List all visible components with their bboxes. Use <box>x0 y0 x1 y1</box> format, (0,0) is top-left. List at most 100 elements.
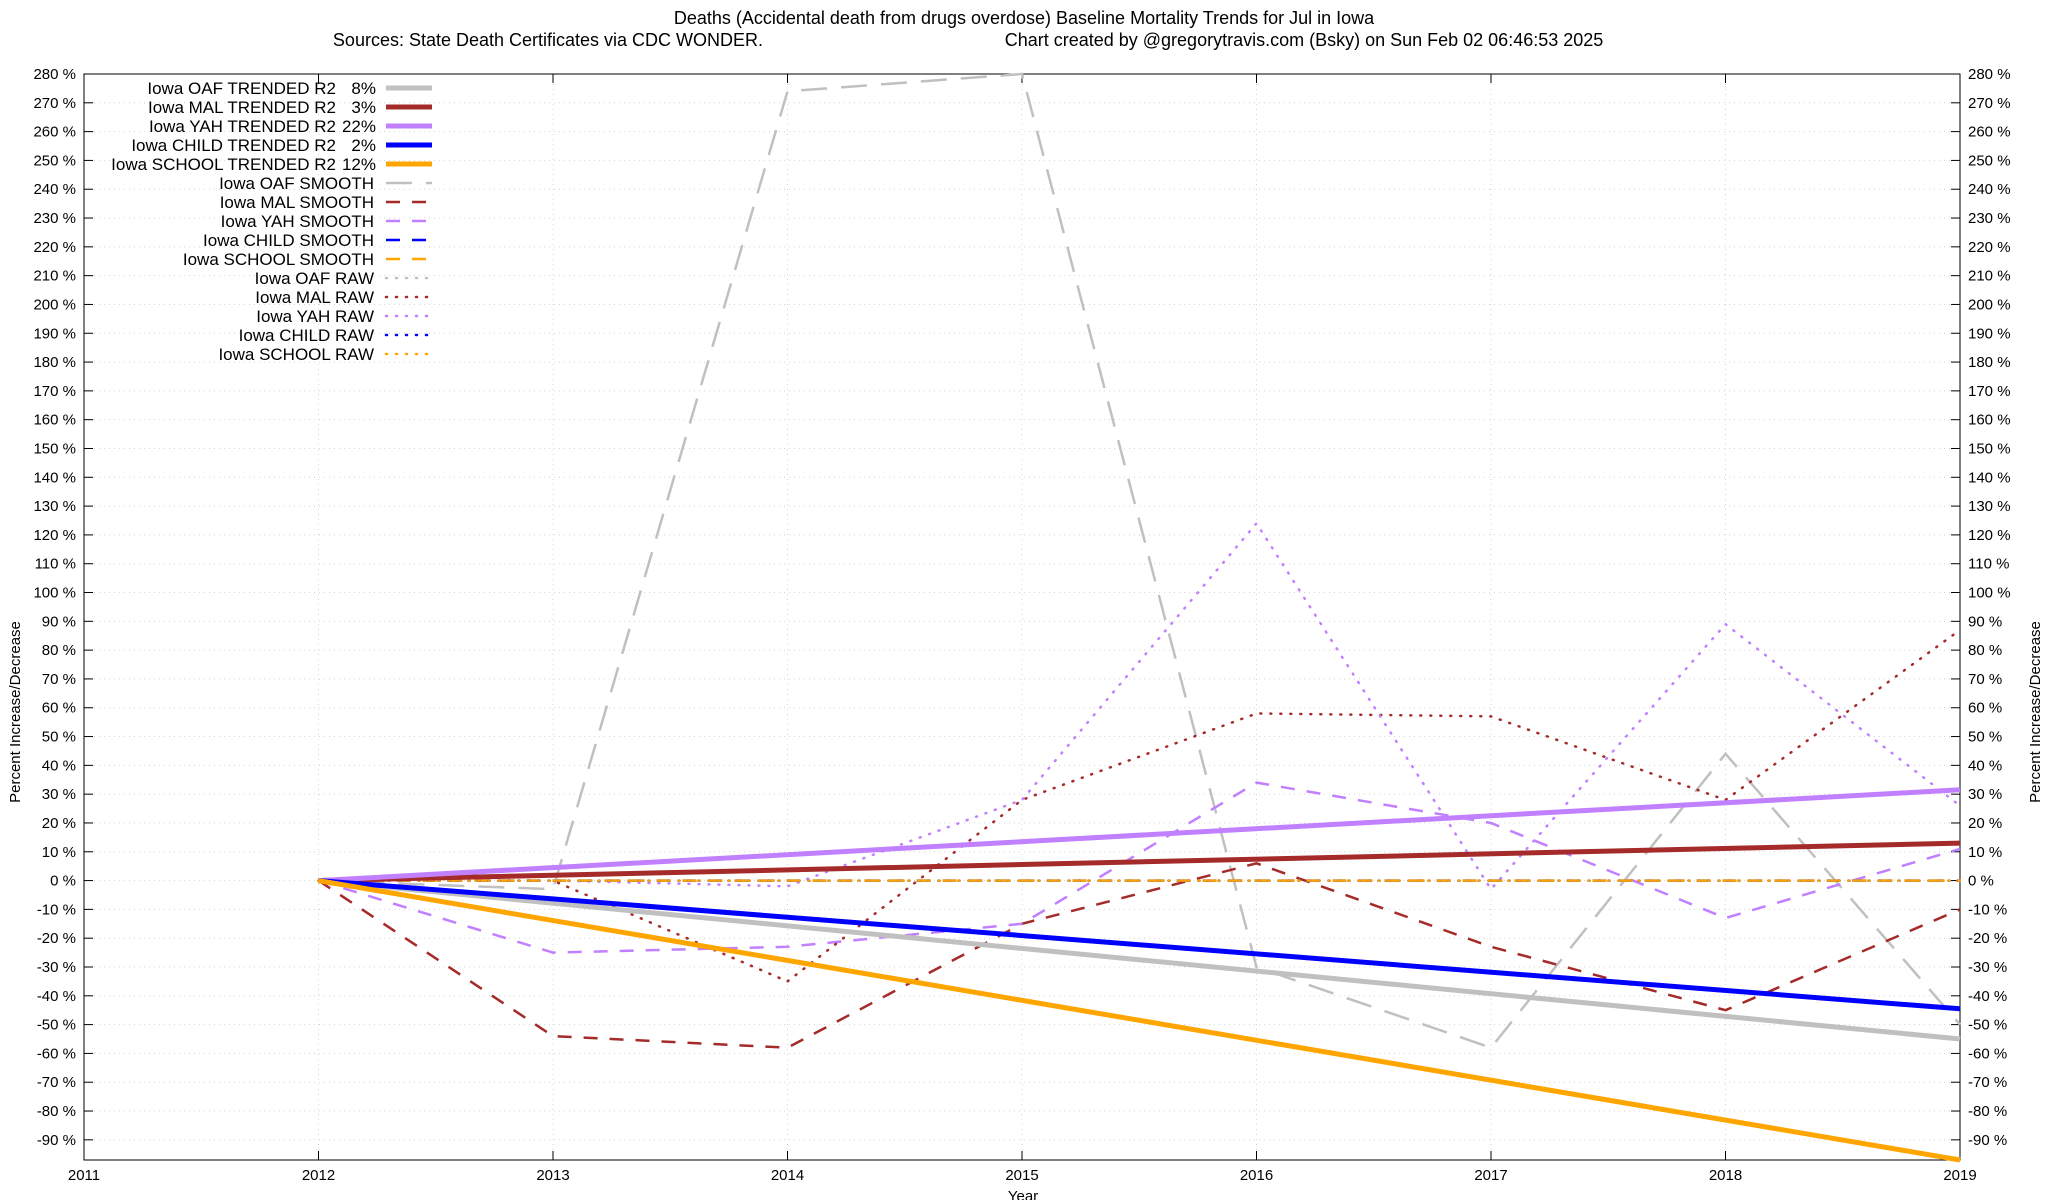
y-tick-label-right: 0 % <box>1968 873 1994 890</box>
y-tick-label-right: -40 % <box>1968 988 2007 1005</box>
y-tick-label-right: 140 % <box>1968 469 2011 486</box>
y-tick-label-right: 210 % <box>1968 268 2011 285</box>
y-tick-label-left: 80 % <box>42 642 76 659</box>
y-tick-label-right: 200 % <box>1968 296 2011 313</box>
y-tick-label-left: -90 % <box>37 1132 76 1149</box>
ticks: 280 % 280 % 270 % 270 % 260 % 260 % 250 % 250 %… <box>33 66 2010 1184</box>
x-tick-label: 2014 <box>771 1167 804 1184</box>
series-line-iowa-yah-smooth <box>318 781 1961 954</box>
x-tick-label: 2016 <box>1240 1167 1273 1184</box>
legend-r2-iowa-school-trended-r2: 12% <box>342 155 376 174</box>
y-tick-label-right: 30 % <box>1968 786 2002 803</box>
y-tick-label-right: 220 % <box>1968 239 2011 256</box>
series-line-iowa-mal-smooth <box>317 861 1961 1049</box>
y-tick-label-left: 40 % <box>42 757 76 774</box>
y-tick-label-left: 60 % <box>42 700 76 717</box>
y-tick-label-left: 10 % <box>42 844 76 861</box>
legend-label-iowa-oaf-raw: Iowa OAF RAW <box>255 269 374 288</box>
chart-subtitle-credit: Chart created by @gregorytravis.com (Bsk… <box>1005 30 1604 50</box>
y-tick-label-right: -30 % <box>1968 959 2007 976</box>
y-tick-label-right: -50 % <box>1968 1017 2007 1034</box>
legend-label-iowa-school-smooth: Iowa SCHOOL SMOOTH <box>183 250 374 269</box>
y-tick-label-right: -90 % <box>1968 1132 2007 1149</box>
y-tick-label-right: -20 % <box>1968 930 2007 947</box>
legend-label-iowa-child-raw: Iowa CHILD RAW <box>239 326 374 345</box>
y-tick-label-right: 20 % <box>1968 815 2002 832</box>
y-axis-label-left: Percent Increase/Decrease <box>7 621 24 803</box>
y-tick-label-right: 60 % <box>1968 700 2002 717</box>
y-tick-label-left: -30 % <box>37 959 76 976</box>
y-tick-label-right: 240 % <box>1968 181 2011 198</box>
legend-r2-iowa-oaf-trended-r2: 8% <box>351 79 376 98</box>
series-line-iowa-yah-trended-r2 <box>318 787 1961 884</box>
y-tick-label-right: 110 % <box>1968 556 2009 573</box>
series <box>317 72 1962 1163</box>
y-tick-label-left: -20 % <box>37 930 76 947</box>
y-tick-label-right: 250 % <box>1968 152 2011 169</box>
x-tick-label: 2018 <box>1709 1167 1742 1184</box>
y-tick-label-left: 70 % <box>42 671 76 688</box>
y-tick-label-right: 150 % <box>1968 440 2011 457</box>
chart-title: Deaths (Accidental death from drugs over… <box>674 8 1375 28</box>
series-line-iowa-school-trended-r2 <box>318 878 1961 1163</box>
y-tick-label-left: 230 % <box>33 210 76 227</box>
x-tick-label: 2011 <box>68 1167 100 1184</box>
y-tick-label-left: 90 % <box>42 613 76 630</box>
y-tick-label-left: 250 % <box>33 152 76 169</box>
legend-label-iowa-yah-raw: Iowa YAH RAW <box>256 307 374 326</box>
y-tick-label-left: 180 % <box>33 354 76 371</box>
x-tick-label: 2012 <box>302 1167 335 1184</box>
legend-label-iowa-mal-raw: Iowa MAL RAW <box>255 288 374 307</box>
y-tick-label-left: 130 % <box>33 498 76 515</box>
legend-r2-iowa-child-trended-r2: 2% <box>351 136 376 155</box>
y-tick-label-left: 20 % <box>42 815 76 832</box>
y-tick-label-left: 100 % <box>33 585 76 602</box>
y-tick-label-left: -60 % <box>37 1045 76 1062</box>
y-tick-label-right: 40 % <box>1968 757 2002 774</box>
legend-label-iowa-school-trended-r2: Iowa SCHOOL TRENDED R2 <box>111 155 336 174</box>
y-tick-label-right: 160 % <box>1968 412 2011 429</box>
y-tick-label-right: 270 % <box>1968 95 2011 112</box>
series-line-iowa-child-trended-r2 <box>318 878 1961 1012</box>
x-axis-label: Year <box>1008 1188 1038 1200</box>
legend-label-iowa-oaf-trended-r2: Iowa OAF TRENDED R2 <box>147 79 336 98</box>
series-line-iowa-mal-raw <box>317 628 1962 983</box>
y-tick-label-left: 260 % <box>33 124 76 141</box>
y-tick-label-left: 150 % <box>33 440 76 457</box>
legend: Iowa OAF TRENDED R2 8% Iowa MAL TRENDED R2… <box>111 79 434 364</box>
legend-label-iowa-yah-smooth: Iowa YAH SMOOTH <box>221 212 374 231</box>
y-tick-label-left: 30 % <box>42 786 76 803</box>
y-tick-label-left: 240 % <box>33 181 76 198</box>
y-tick-label-right: -60 % <box>1968 1045 2007 1062</box>
y-tick-label-left: 50 % <box>42 729 76 746</box>
series-line-iowa-yah-raw <box>317 521 1962 892</box>
legend-label-iowa-oaf-smooth: Iowa OAF SMOOTH <box>219 174 374 193</box>
y-tick-label-left: 200 % <box>33 296 76 313</box>
y-tick-label-right: 130 % <box>1968 498 2011 515</box>
legend-label-iowa-mal-trended-r2: Iowa MAL TRENDED R2 <box>148 98 336 117</box>
y-tick-label-left: 140 % <box>33 469 76 486</box>
y-tick-label-right: -70 % <box>1968 1074 2007 1091</box>
y-tick-label-left: -10 % <box>37 901 76 918</box>
legend-label-iowa-yah-trended-r2: Iowa YAH TRENDED R2 <box>149 117 336 136</box>
y-tick-label-left: -70 % <box>37 1074 76 1091</box>
y-tick-label-left: 220 % <box>33 239 76 256</box>
y-tick-label-right: 280 % <box>1968 66 2011 83</box>
y-tick-label-right: -80 % <box>1968 1103 2007 1120</box>
y-tick-label-right: 90 % <box>1968 613 2002 630</box>
y-tick-label-right: 10 % <box>1968 844 2002 861</box>
y-tick-label-right: 50 % <box>1968 729 2002 746</box>
y-axis-label-right: Percent Increase/Decrease <box>2027 621 2044 803</box>
y-tick-label-right: 170 % <box>1968 383 2011 400</box>
y-tick-label-right: 260 % <box>1968 124 2011 141</box>
y-tick-label-left: 170 % <box>33 383 76 400</box>
chart-subtitle-sources: Sources: State Death Certificates via CD… <box>333 30 763 50</box>
x-tick-label: 2019 <box>1943 1167 1976 1184</box>
y-tick-label-left: 120 % <box>33 527 76 544</box>
legend-label-iowa-child-smooth: Iowa CHILD SMOOTH <box>203 231 374 250</box>
legend-label-iowa-mal-smooth: Iowa MAL SMOOTH <box>220 193 374 212</box>
y-tick-label-left: 0 % <box>50 873 76 890</box>
legend-r2-iowa-mal-trended-r2: 3% <box>351 98 376 117</box>
y-tick-label-left: -40 % <box>37 988 76 1005</box>
